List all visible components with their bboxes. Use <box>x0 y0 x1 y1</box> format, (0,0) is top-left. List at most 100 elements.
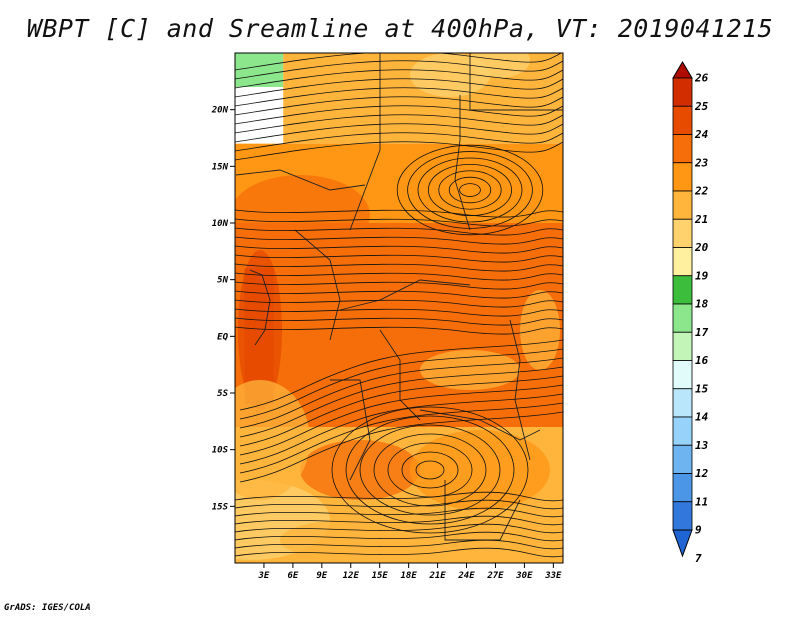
border-line-8 <box>444 480 521 541</box>
streamline-50 <box>235 507 563 518</box>
colorbar-swatch-3 <box>672 444 693 474</box>
colorbar-swatch-16 <box>672 77 693 107</box>
streamline-24 <box>235 263 563 272</box>
colorbar-swatch-5 <box>672 388 693 418</box>
colorbar-label-1: 9 <box>695 524 702 537</box>
x-tick-label-7: 24E <box>457 571 475 581</box>
streamline-32 <box>239 339 563 411</box>
streamline-36 <box>239 375 563 447</box>
streamline-41 <box>415 460 445 480</box>
colorbar-swatch-1 <box>672 501 693 531</box>
y-tick-label-7: 15S <box>212 502 229 512</box>
x-tick-label-10: 33E <box>544 571 562 581</box>
streamline-16 <box>407 151 533 229</box>
streamline-25 <box>235 272 563 281</box>
streamline-4 <box>235 87 563 107</box>
colorbar-label-9: 18 <box>695 298 709 311</box>
colorbar-label-3: 12 <box>695 467 709 480</box>
streamline-0 <box>235 53 563 71</box>
streamline-8 <box>235 123 563 143</box>
streamline-46 <box>345 415 515 525</box>
streamline-29 <box>235 308 563 317</box>
streamline-15 <box>417 157 523 223</box>
colorbar-label-14: 23 <box>694 156 709 169</box>
colorbar-swatch-10 <box>672 247 693 277</box>
colorbar-label-13: 22 <box>694 185 709 198</box>
colorbar-label-8: 17 <box>695 326 709 339</box>
y-tick-label-6: 10S <box>212 446 229 456</box>
streamline-17 <box>396 144 544 236</box>
colorbar-swatch-11 <box>672 218 693 248</box>
colorbar-swatch-6 <box>672 360 693 390</box>
colorbar-swatch-4 <box>672 416 693 446</box>
streamline-21 <box>235 236 563 245</box>
border-line-10 <box>509 319 531 461</box>
x-tick-label-1: 6E <box>287 571 298 581</box>
streamline-9 <box>235 132 563 152</box>
streamline-47 <box>331 406 529 534</box>
streamline-39 <box>239 402 563 474</box>
streamline-42 <box>401 451 459 489</box>
border-line-2 <box>235 169 366 191</box>
colorbar-label-6: 15 <box>695 382 709 395</box>
y-tick-label-0: 20N <box>211 106 229 116</box>
streamline-54 <box>235 539 563 550</box>
colorbar-label-4: 13 <box>695 439 709 452</box>
streamline-2 <box>235 69 563 89</box>
texture-patch-8 <box>410 430 550 510</box>
texture-patch-1 <box>470 53 530 78</box>
streamline-22 <box>235 245 563 254</box>
colorbar-top-arrow <box>672 61 693 79</box>
chart-title: WBPT [C] and Sreamline at 400hPa, VT: 20… <box>26 14 774 43</box>
streamline-53 <box>235 531 563 542</box>
texture-patch-2 <box>235 175 370 255</box>
streamlines <box>235 53 563 558</box>
streamline-51 <box>235 515 563 526</box>
border-line-11 <box>249 269 271 346</box>
border-line-4 <box>294 229 341 341</box>
texture-patch-4 <box>238 250 282 410</box>
streamline-35 <box>239 366 563 438</box>
colorbar-swatch-15 <box>672 105 693 135</box>
streamline-43 <box>387 442 473 498</box>
texture-patch-5 <box>420 350 520 390</box>
colorbar-label-0: 7 <box>695 552 702 565</box>
streamline-12 <box>448 176 492 204</box>
streamline-3 <box>235 78 563 98</box>
x-tick-label-5: 18E <box>401 571 418 581</box>
map-frame <box>234 52 564 564</box>
map-layer <box>235 53 563 563</box>
colorbar-label-10: 19 <box>695 269 709 282</box>
streamline-1 <box>235 60 563 80</box>
y-tick-label-2: 10N <box>212 219 229 229</box>
y-tick-label-4: EQ <box>217 332 228 342</box>
x-tick-label-8: 27E <box>486 571 504 581</box>
streamline-48 <box>235 491 563 502</box>
region-0 <box>235 53 284 87</box>
x-tick-label-6: 21E <box>428 571 446 581</box>
texture-patch-10 <box>280 520 420 560</box>
colorbar-swatch-14 <box>672 134 693 164</box>
border-line-7 <box>330 379 371 481</box>
streamline-5 <box>235 96 563 116</box>
streamline-26 <box>235 281 563 290</box>
colorbar-label-5: 14 <box>695 411 709 424</box>
border-line-0 <box>349 53 381 231</box>
streamline-31 <box>235 326 563 335</box>
colorbar-bottom-arrow <box>672 529 693 558</box>
y-tick-label-5: 5S <box>217 389 228 399</box>
streamline-20 <box>235 227 563 236</box>
y-tick-label-3: 5N <box>217 276 228 286</box>
streamline-7 <box>235 114 563 134</box>
streamline-38 <box>239 393 563 465</box>
streamline-33 <box>239 348 563 420</box>
colorbar: 7 9 11 12 13 14 15 16 17 18 19 20 21 22 23 24 25 26 <box>672 61 709 565</box>
colorbar-swatch-7 <box>672 331 693 361</box>
streamline-18 <box>235 209 563 218</box>
border-line-5 <box>339 279 471 311</box>
border-line-1 <box>454 95 471 231</box>
border-line-6 <box>379 329 421 421</box>
x-tick-label-4: 15E <box>372 571 389 581</box>
streamline-44 <box>373 433 487 507</box>
